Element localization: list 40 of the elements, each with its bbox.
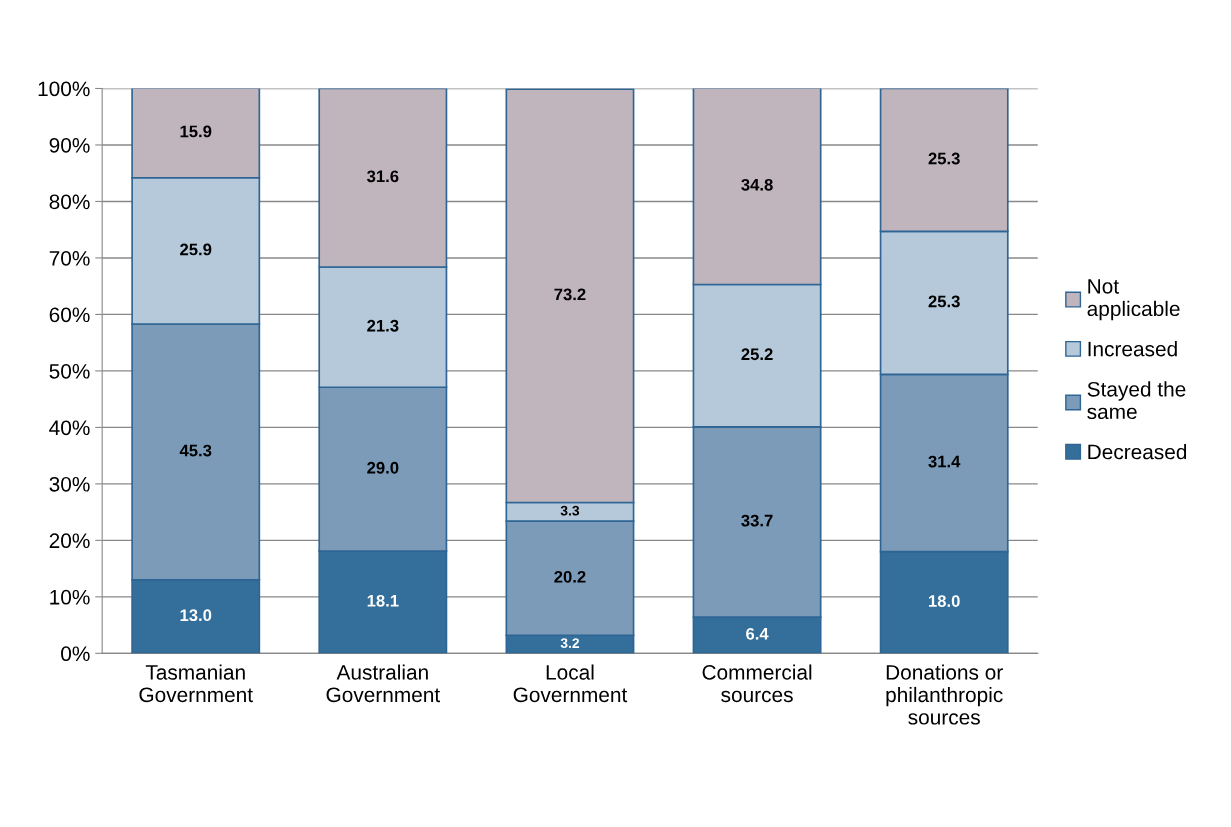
legend-label: Stayed the same <box>1087 381 1186 420</box>
data-label: 31.6 <box>367 170 399 183</box>
y-tick-label: 90% <box>49 137 90 153</box>
y-tick-label: 20% <box>49 533 90 549</box>
y-tick-label: 10% <box>50 589 90 605</box>
y-tick-label: 100% <box>38 81 90 97</box>
data-label: 73.2 <box>554 288 586 301</box>
legend-label: Not applicable <box>1087 279 1180 321</box>
data-label: 18.0 <box>929 595 960 607</box>
data-label: 25.3 <box>928 295 960 308</box>
data-label: 3.3 <box>560 505 580 516</box>
data-label: 25.2 <box>741 348 773 361</box>
x-tick-label: Australian Government <box>326 664 441 703</box>
data-label: 45.3 <box>179 444 212 457</box>
y-tick-label: 80% <box>49 194 90 210</box>
data-label: 3.2 <box>560 638 580 649</box>
y-tick-label: 40% <box>49 420 90 436</box>
data-label: 25.9 <box>180 243 212 256</box>
y-tick-label: 0% <box>61 646 90 662</box>
legend-label: Increased <box>1088 341 1177 357</box>
data-label: 25.3 <box>928 152 960 165</box>
x-tick-label: Donations or philanthropic sources <box>886 664 1003 725</box>
data-label: 21.3 <box>367 319 399 332</box>
legend-label: Decreased <box>1088 444 1187 460</box>
y-tick-label: 70% <box>49 250 90 266</box>
x-tick-label: Commercial sources <box>702 664 812 703</box>
data-label: 18.1 <box>367 594 399 607</box>
data-label: 20.2 <box>554 570 586 583</box>
data-label: 15.9 <box>180 125 212 138</box>
data-label: 31.4 <box>928 455 961 468</box>
data-label: 13.0 <box>180 609 212 622</box>
data-label: 6.4 <box>746 627 769 640</box>
x-tick-label: Tasmanian Government <box>139 664 253 703</box>
y-tick-label: 30% <box>49 476 90 492</box>
data-label: 33.7 <box>741 514 773 527</box>
y-tick-label: 60% <box>49 307 90 323</box>
data-label: 34.8 <box>741 178 773 191</box>
x-tick-label: Local Government <box>513 664 628 703</box>
data-label: 29.0 <box>367 461 399 474</box>
y-tick-label: 50% <box>49 363 90 379</box>
